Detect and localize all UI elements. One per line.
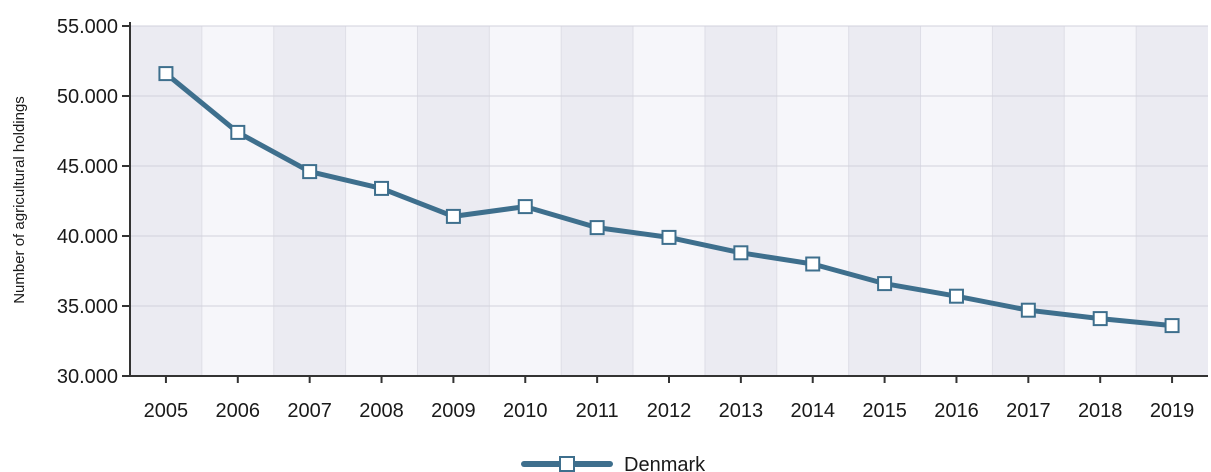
plot-band bbox=[776, 26, 849, 376]
x-tick-label: 2012 bbox=[647, 400, 692, 422]
plot-band bbox=[1136, 26, 1208, 376]
data-point-marker bbox=[1164, 318, 1180, 334]
plot-band bbox=[273, 26, 346, 376]
x-tick-label: 2016 bbox=[934, 400, 979, 422]
x-tick-labels: 2005 2006 2007 2008 2009 2010 2011 2012 2013 2014… bbox=[144, 400, 1195, 422]
x-tick-label: 2013 bbox=[719, 400, 764, 422]
x-tick-label: 2005 bbox=[144, 400, 189, 422]
data-point-marker bbox=[445, 208, 461, 224]
data-point-marker bbox=[589, 220, 605, 236]
data-point-marker bbox=[661, 229, 677, 245]
x-tick-label: 2010 bbox=[503, 400, 548, 422]
data-point-marker bbox=[230, 124, 246, 140]
x-tick-label: 2015 bbox=[862, 400, 907, 422]
y-tick-label: 45.000 bbox=[57, 156, 118, 178]
plot-band bbox=[633, 26, 705, 376]
data-point-marker bbox=[733, 245, 749, 261]
x-tick-label: 2011 bbox=[576, 400, 619, 422]
series-denmark bbox=[158, 66, 1180, 334]
data-point-marker bbox=[302, 164, 318, 180]
data-point-marker bbox=[805, 256, 821, 272]
x-tick-label: 2019 bbox=[1150, 400, 1195, 422]
y-tick-label: 55.000 bbox=[57, 16, 118, 38]
data-point-marker bbox=[1092, 311, 1108, 327]
x-tick-label: 2018 bbox=[1078, 400, 1123, 422]
x-tick-label: 2014 bbox=[790, 400, 835, 422]
data-point-marker bbox=[517, 199, 533, 215]
plot-band bbox=[992, 26, 1065, 376]
x-tick-label: 2008 bbox=[359, 400, 404, 422]
x-tick-label: 2006 bbox=[216, 400, 261, 422]
y-axis-title: Number of agricultural holdings bbox=[11, 96, 28, 304]
plot-band bbox=[130, 26, 202, 376]
y-tick-label: 30.000 bbox=[57, 366, 118, 388]
data-point-marker bbox=[1020, 302, 1036, 318]
plot-band bbox=[920, 26, 993, 376]
x-tick-label: 2009 bbox=[431, 400, 476, 422]
legend-label-denmark: Denmark bbox=[624, 454, 706, 472]
legend[interactable]: Denmark bbox=[521, 454, 706, 472]
y-tick-label: 40.000 bbox=[57, 226, 118, 248]
legend-marker bbox=[559, 456, 575, 472]
y-tick-label: 35.000 bbox=[57, 296, 118, 318]
x-tick-label: 2007 bbox=[287, 400, 332, 422]
plot-band bbox=[561, 26, 634, 376]
plot-band bbox=[848, 26, 921, 376]
y-tick-label: 50.000 bbox=[57, 86, 118, 108]
background-bands bbox=[130, 26, 1208, 376]
data-point-marker bbox=[374, 180, 390, 196]
data-point-marker bbox=[948, 288, 964, 304]
plot-band bbox=[345, 26, 418, 376]
axes bbox=[122, 22, 1208, 383]
x-tick-label: 2017 bbox=[1006, 400, 1051, 422]
data-point-marker bbox=[158, 66, 174, 82]
plot-band bbox=[201, 26, 274, 376]
plot-band bbox=[417, 26, 490, 376]
plot-band bbox=[704, 26, 777, 376]
y-tick-labels: 30.000 35.000 40.000 45.000 50.000 55.000 bbox=[57, 16, 118, 388]
data-point-marker bbox=[877, 276, 893, 292]
